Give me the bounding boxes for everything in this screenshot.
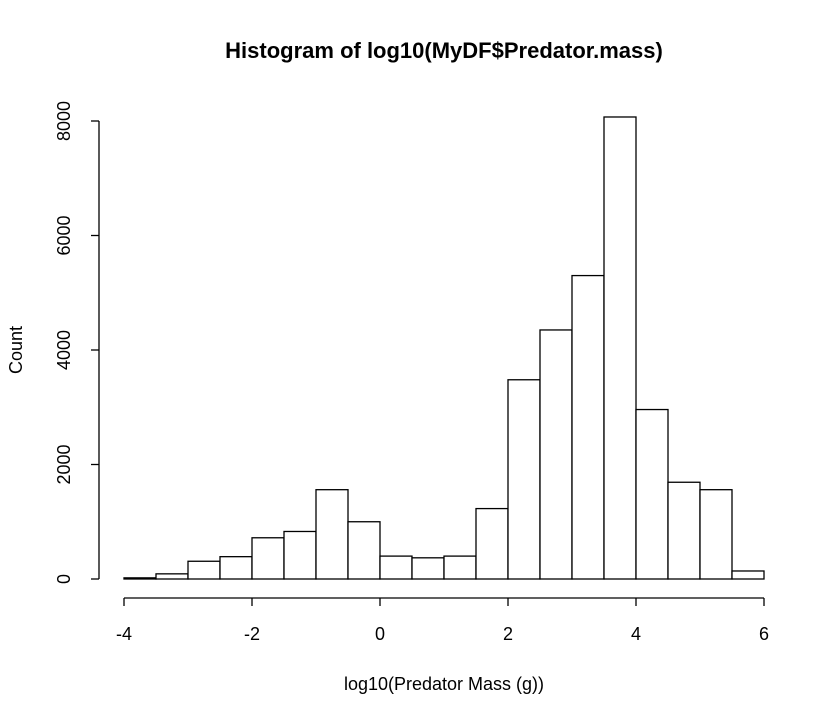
histogram-bar-15 [603, 116, 637, 580]
histogram-bar-12 [507, 379, 541, 580]
histogram-bar-17 [667, 481, 701, 580]
x-tick-label: 4 [631, 624, 641, 644]
y-tick-label: 8000 [54, 101, 74, 141]
y-axis: 0 2000 4000 6000 8000 [54, 101, 100, 584]
histogram-bar-11 [475, 507, 509, 580]
histogram-bar-18 [699, 489, 733, 580]
histogram-bar-8 [379, 555, 413, 580]
x-tick-label: -2 [244, 624, 260, 644]
histogram-bar-14 [571, 274, 605, 580]
histogram-bar-7 [347, 521, 381, 580]
chart-title: Histogram of log10(MyDF$Predator.mass) [225, 38, 663, 63]
histogram-bar-5 [283, 530, 317, 580]
histogram-bar-10 [443, 555, 477, 580]
y-axis-label: Count [6, 326, 26, 374]
histogram-bar-2 [187, 560, 221, 580]
histogram-bar-9 [411, 557, 445, 580]
x-axis: -4 -2 0 2 4 6 [116, 597, 769, 644]
histogram-bar-3 [219, 556, 253, 580]
x-axis-label: log10(Predator Mass (g)) [344, 674, 544, 694]
histogram-bar-0 [123, 577, 157, 580]
x-tick-label: -4 [116, 624, 132, 644]
y-tick-label: 2000 [54, 444, 74, 484]
y-tick-label: 6000 [54, 215, 74, 255]
x-tick-label: 6 [759, 624, 769, 644]
y-tick-label: 0 [54, 574, 74, 584]
histogram-bar-6 [315, 489, 349, 580]
histogram-bar-16 [635, 408, 669, 580]
bars-group [123, 116, 765, 580]
histogram-bar-19 [731, 570, 765, 580]
histogram-bar-4 [251, 537, 285, 580]
x-tick-label: 2 [503, 624, 513, 644]
histogram-bar-13 [539, 329, 573, 580]
histogram-bar-1 [155, 573, 189, 580]
x-tick-label: 0 [375, 624, 385, 644]
y-tick-label: 4000 [54, 330, 74, 370]
